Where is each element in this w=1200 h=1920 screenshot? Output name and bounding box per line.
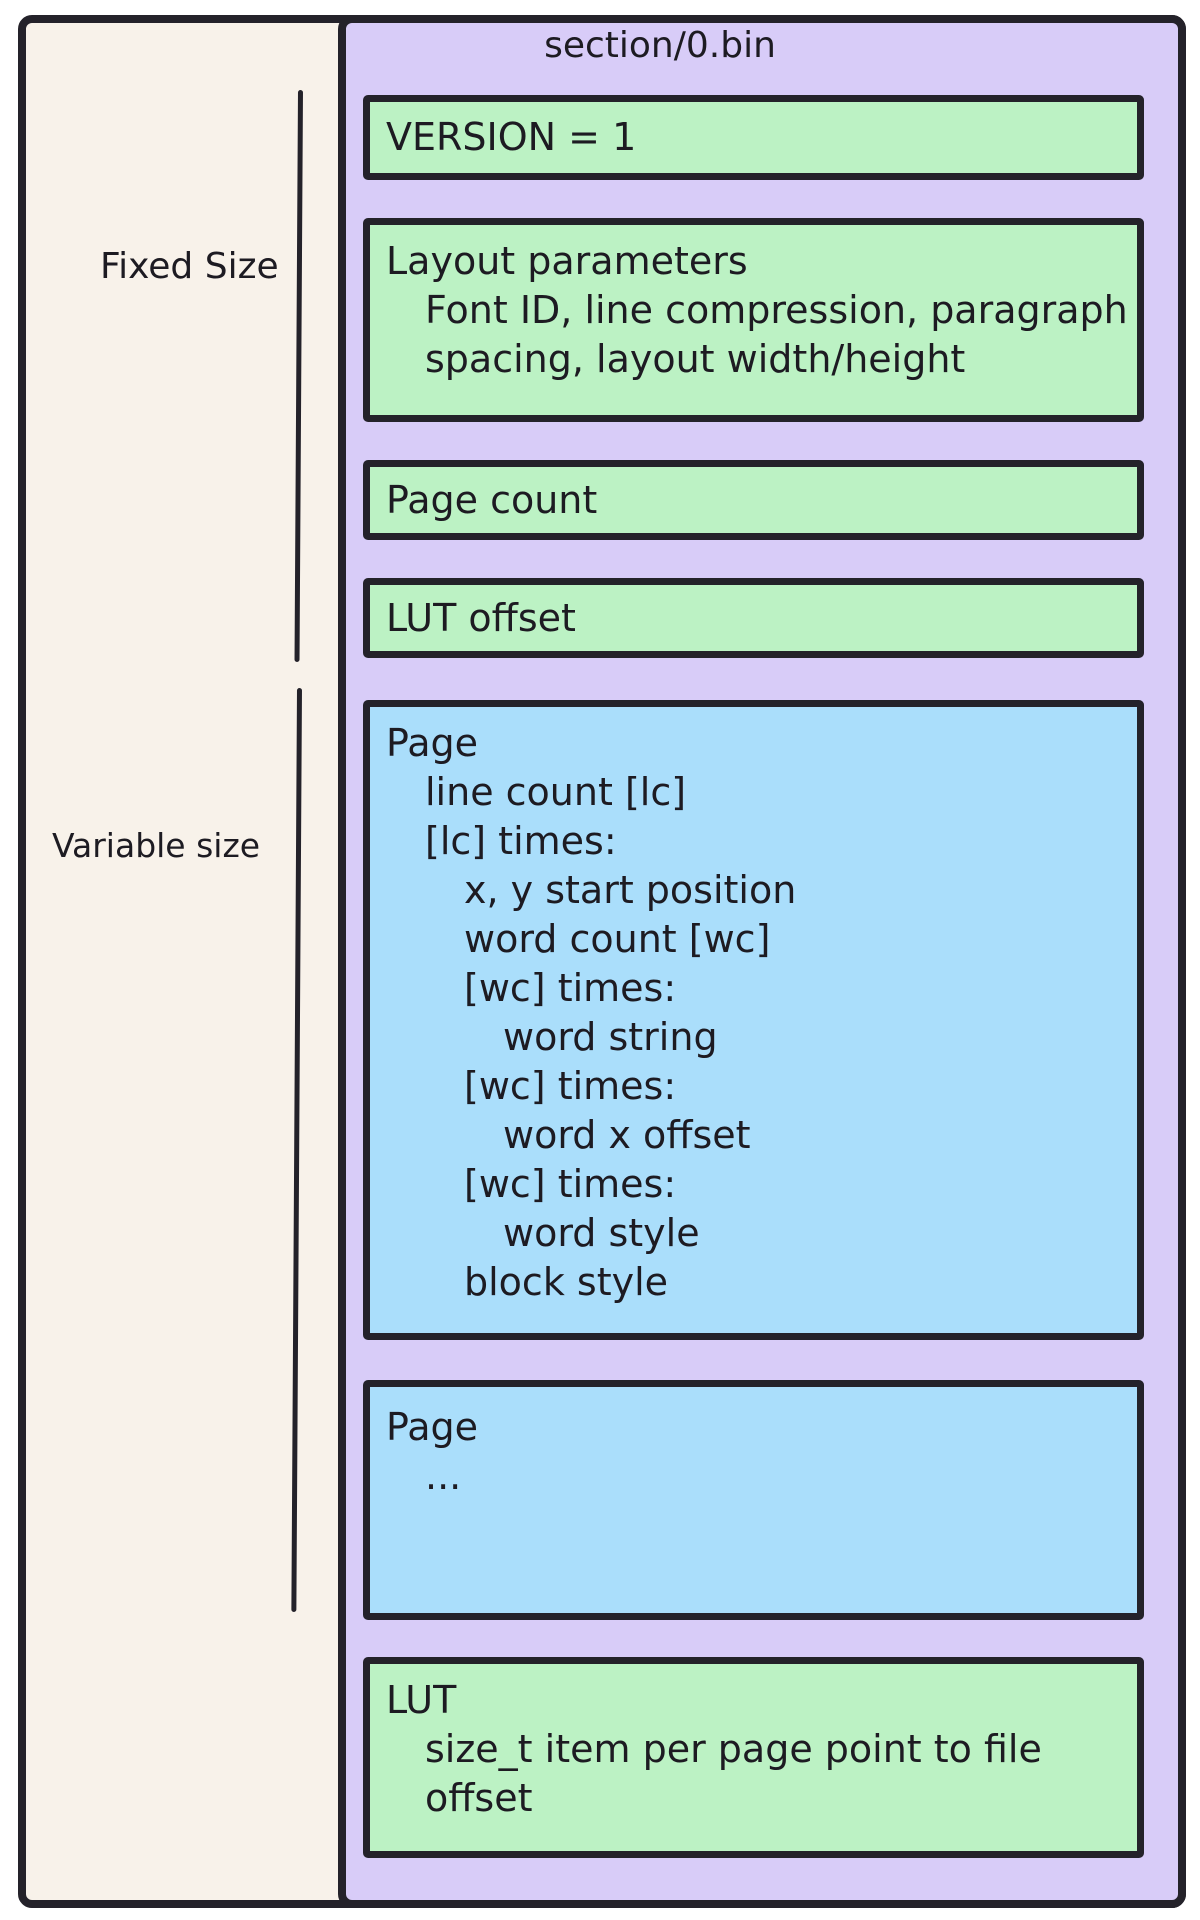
panel-title: section/0.bin xyxy=(544,25,776,66)
text-line: word count [wc] xyxy=(464,917,771,961)
text-line: [wc] times: xyxy=(464,1162,677,1206)
variable-size-label: Variable size xyxy=(52,826,261,865)
page-detail-box: Page line count [lc] [lc] times: x, y start… xyxy=(363,700,1144,1340)
text-line: [wc] times: xyxy=(464,1064,677,1108)
version-box: VERSION = 1 xyxy=(363,95,1144,180)
text-line: Page count xyxy=(386,477,598,522)
text-line: VERSION = 1 xyxy=(386,115,637,159)
text-line: Page xyxy=(386,721,478,765)
fixed-size-label: Fixed Size xyxy=(100,246,279,287)
text-line: Page xyxy=(386,1405,478,1449)
text-line: [lc] times: xyxy=(425,819,617,863)
text-line: ... xyxy=(425,1454,462,1498)
text-line: word x offset xyxy=(503,1113,751,1157)
text-line: offset xyxy=(425,1776,533,1820)
text-line: spacing, layout width/height xyxy=(425,337,966,381)
text-line: LUT offset xyxy=(386,595,576,640)
text-line: line count [lc] xyxy=(425,770,687,814)
text-line: block style xyxy=(464,1260,669,1304)
text-line: Font ID, line compression, paragraph xyxy=(425,288,1128,332)
text-line: [wc] times: xyxy=(464,966,677,1010)
text-line: size_t item per page point to file xyxy=(425,1727,1042,1771)
page-ellipsis-box: Page... xyxy=(363,1380,1144,1620)
layout-parameters-box: Layout parameters Font ID, line compressi… xyxy=(363,218,1144,422)
text-line: LUT xyxy=(386,1678,457,1722)
lut-box: LUT size_t item per page point to file off… xyxy=(363,1657,1144,1858)
text-line: word style xyxy=(503,1211,700,1255)
text-line: word string xyxy=(503,1015,718,1059)
text-line: x, y start position xyxy=(464,868,797,912)
lut-offset-box: LUT offset xyxy=(363,578,1144,658)
text-line: Layout parameters xyxy=(386,239,748,283)
page-count-box: Page count xyxy=(363,460,1144,540)
